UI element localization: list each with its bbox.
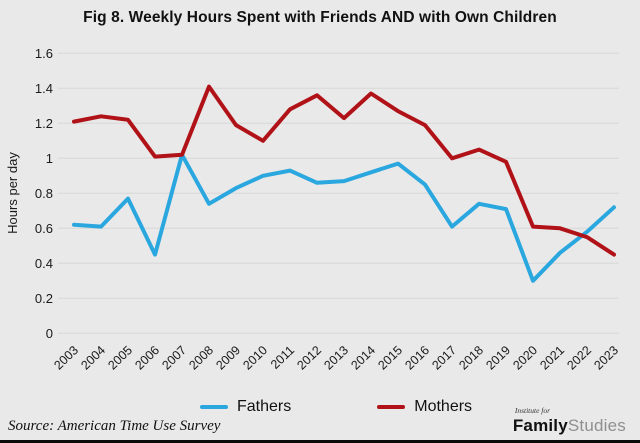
x-tick-label: 2017 [429, 343, 459, 372]
logo-institute-for: Institute for [514, 406, 551, 415]
legend: Fathers Mothers [200, 396, 472, 418]
line-chart: 0 0.2 0.4 0.6 0.8 1 1.2 1.4 1.6 Hours per day 2003… [5, 46, 621, 373]
y-tick-label: 1 [46, 151, 53, 166]
mothers-line-swatch [377, 405, 406, 409]
y-tick-label: 0.4 [35, 256, 53, 271]
legend-item-fathers: Fathers [200, 398, 291, 416]
logo-name: FamilyStudies [512, 415, 626, 435]
y-tick-label: 0.6 [35, 221, 53, 236]
y-tick-label: 0.2 [35, 291, 53, 306]
x-tick-label: 2018 [456, 343, 486, 372]
x-tick-label: 2013 [321, 343, 351, 372]
family-studies-logo: Institute for FamilyStudies [513, 407, 626, 434]
x-tick-label: 2012 [294, 343, 324, 372]
y-tick-label: 0 [46, 326, 53, 341]
x-tick-label: 2007 [159, 343, 189, 372]
x-tick-label: 2021 [537, 343, 567, 372]
series-line-fathers [72, 152, 616, 283]
y-tick-label: 1.6 [35, 46, 53, 61]
source-note: Source: American Time Use Survey [8, 418, 221, 434]
x-tick-label: 2023 [591, 343, 621, 372]
x-tick-label: 2010 [240, 343, 270, 372]
x-tick-label: 2008 [186, 343, 216, 372]
x-tick-label: 2016 [402, 343, 432, 372]
y-tick-label: 0.8 [35, 186, 53, 201]
x-tick-label: 2019 [483, 343, 513, 372]
x-tick-label: 2009 [213, 343, 243, 372]
x-tick-label: 2005 [105, 343, 135, 372]
legend-item-mothers: Mothers [377, 398, 472, 416]
series-line-mothers [72, 84, 616, 257]
legend-label-fathers: Fathers [237, 398, 292, 415]
x-tick-label: 2014 [348, 343, 378, 372]
x-tick-label: 2020 [510, 343, 540, 372]
x-tick-label: 2003 [51, 343, 81, 372]
chart-title: Fig 8. Weekly Hours Spent with Friends A… [83, 9, 557, 26]
x-tick-label: 2015 [375, 343, 405, 372]
y-axis-label: Hours per day [5, 152, 20, 234]
x-tick-label: 2004 [78, 343, 108, 372]
x-tick-label: 2011 [268, 343, 297, 372]
x-tick-label: 2022 [564, 343, 594, 372]
fathers-line-swatch [200, 405, 228, 409]
y-tick-label: 1.4 [35, 81, 53, 96]
x-tick-label: 2006 [132, 343, 162, 372]
legend-label-mothers: Mothers [414, 398, 473, 415]
y-tick-label: 1.2 [35, 116, 53, 131]
